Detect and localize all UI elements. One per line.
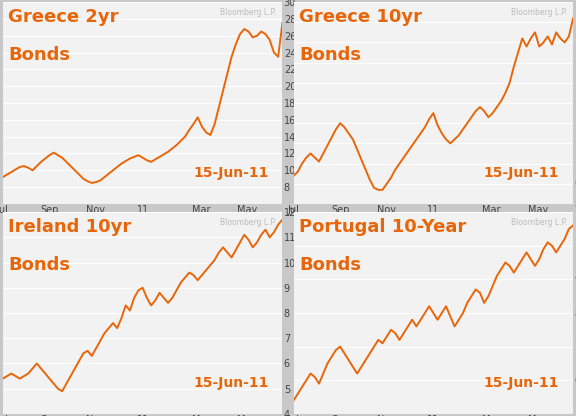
Text: Bloomberg L.P.: Bloomberg L.P. [221,8,277,17]
Text: 15-Jun-11: 15-Jun-11 [193,166,268,180]
Text: Bonds: Bonds [9,47,70,64]
Text: Portugal 10-Year: Portugal 10-Year [299,218,467,236]
Text: Bloomberg L.P.: Bloomberg L.P. [511,218,567,227]
Text: Greece 2yr: Greece 2yr [9,8,119,26]
Text: Bonds: Bonds [299,256,361,275]
Text: 15-Jun-11: 15-Jun-11 [193,376,268,390]
Text: Bloomberg L.P.: Bloomberg L.P. [221,218,277,227]
Text: Bonds: Bonds [299,47,361,64]
Text: 15-Jun-11: 15-Jun-11 [484,166,559,180]
Text: Bloomberg L.P.: Bloomberg L.P. [511,8,567,17]
Text: Bonds: Bonds [9,256,70,275]
Text: Greece 10yr: Greece 10yr [299,8,422,26]
Text: 15-Jun-11: 15-Jun-11 [484,376,559,390]
Text: Ireland 10yr: Ireland 10yr [9,218,132,236]
